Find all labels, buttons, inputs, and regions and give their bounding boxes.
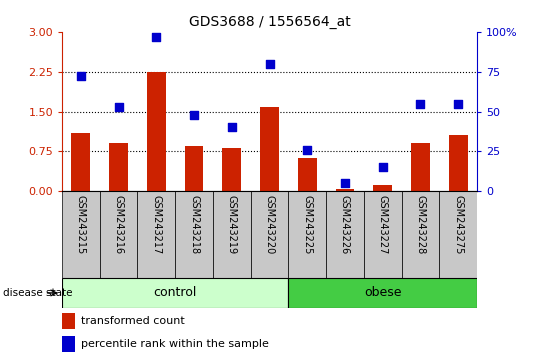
Text: GSM243219: GSM243219 <box>227 195 237 254</box>
Bar <box>71 133 90 191</box>
Point <box>190 112 198 118</box>
Bar <box>251 191 288 278</box>
Point <box>77 74 85 79</box>
Bar <box>222 148 241 191</box>
Title: GDS3688 / 1556564_at: GDS3688 / 1556564_at <box>189 16 350 29</box>
Text: GSM243215: GSM243215 <box>76 195 86 254</box>
Text: transformed count: transformed count <box>81 316 184 326</box>
Bar <box>298 158 317 191</box>
Bar <box>439 191 477 278</box>
Bar <box>62 313 75 329</box>
Bar <box>175 191 213 278</box>
Point <box>378 164 387 170</box>
Point <box>152 34 161 39</box>
Bar <box>109 143 128 191</box>
Point <box>341 180 349 186</box>
Bar <box>364 191 402 278</box>
Point <box>454 101 462 106</box>
Point <box>114 104 123 110</box>
Text: obese: obese <box>364 286 402 299</box>
Bar <box>288 278 477 308</box>
Point <box>303 147 312 153</box>
Bar <box>100 191 137 278</box>
Bar <box>335 188 355 191</box>
Bar <box>448 135 467 191</box>
Bar <box>260 107 279 191</box>
Text: control: control <box>154 286 197 299</box>
Text: percentile rank within the sample: percentile rank within the sample <box>81 339 269 349</box>
Text: GSM243220: GSM243220 <box>265 195 274 254</box>
Bar <box>373 185 392 191</box>
Text: GSM243216: GSM243216 <box>114 195 123 254</box>
Bar <box>326 191 364 278</box>
Bar <box>62 191 100 278</box>
Text: GSM243228: GSM243228 <box>416 195 425 254</box>
Bar <box>402 191 439 278</box>
Bar <box>213 191 251 278</box>
Bar <box>411 143 430 191</box>
Point <box>265 61 274 67</box>
Bar <box>288 191 326 278</box>
Bar <box>147 72 166 191</box>
Bar <box>137 191 175 278</box>
Bar <box>62 278 288 308</box>
Text: GSM243226: GSM243226 <box>340 195 350 254</box>
Text: disease state: disease state <box>3 288 72 298</box>
Text: GSM243275: GSM243275 <box>453 195 463 254</box>
Text: GSM243225: GSM243225 <box>302 195 312 254</box>
Point <box>416 101 425 106</box>
Text: GSM243218: GSM243218 <box>189 195 199 254</box>
Text: GSM243227: GSM243227 <box>378 195 388 254</box>
Text: GSM243217: GSM243217 <box>151 195 161 254</box>
Point <box>227 125 236 130</box>
Bar <box>184 146 204 191</box>
Bar <box>62 336 75 352</box>
